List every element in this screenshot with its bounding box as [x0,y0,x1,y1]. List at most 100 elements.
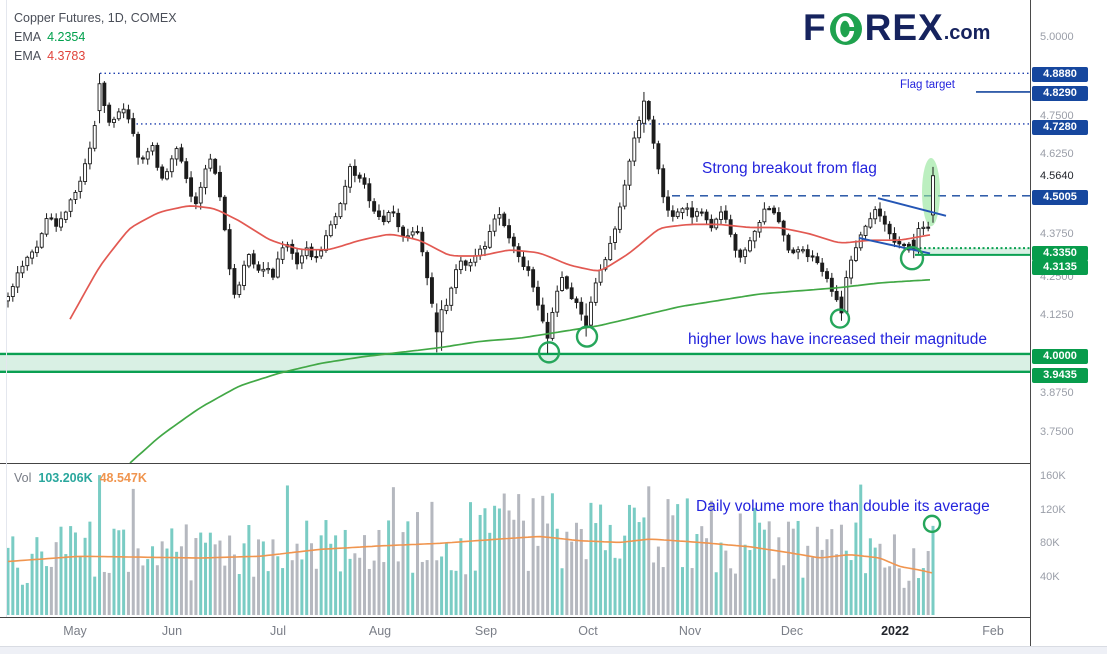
time-axis-label: 2022 [881,624,909,638]
symbol-legend[interactable]: Copper Futures, 1D, COMEX EMA 4.2354 EMA 4… [14,9,177,66]
candle-body [497,214,502,219]
volume-bar [213,544,217,615]
candle-body [805,249,810,258]
candle-body [116,111,121,120]
volume-bar [469,502,472,615]
candle-body [670,210,675,217]
volume-bar [11,536,15,615]
volume-bar [218,540,222,615]
volume-bar [791,528,795,615]
candle-body [309,246,314,258]
annotation-breakout[interactable]: Strong breakout from flag [702,160,877,177]
candle-body [719,211,723,220]
axis-tick-label: 3.7500 [1040,426,1074,438]
ema-line[interactable] [69,205,931,320]
volume-spike-circle[interactable] [922,514,942,534]
volume-bar [695,534,699,615]
volume-bar [517,494,521,615]
volume-bar [30,553,34,615]
volume-bar [512,519,516,615]
volume-bar [661,567,665,615]
ema-line[interactable] [129,278,931,464]
volume-bar [618,558,622,615]
volume-bar [358,557,362,615]
volume-bar [391,487,395,615]
candle-body [59,218,63,228]
annotation-higher-lows[interactable]: higher lows have increased their magnitu… [688,331,987,348]
higher-low-circle[interactable] [537,341,561,364]
candle-body [213,158,218,174]
candle-body [381,215,386,223]
volume-bar [131,488,135,615]
volume-bar [237,574,241,615]
candle-body [704,211,709,221]
price-level-badge: 4.3350 [1032,245,1088,261]
candle-body [126,109,131,120]
flag-trendline[interactable] [877,197,947,217]
symbol-title[interactable]: Copper Futures, 1D, COMEX [14,11,177,25]
higher-low-circle[interactable] [575,325,599,348]
candle-body [401,226,406,237]
candle-body [131,118,136,134]
volume-bar [917,578,921,615]
axis-tick-label: 80K [1040,537,1060,549]
higher-low-circle[interactable] [899,246,925,271]
volume-bar [724,550,728,615]
volume-bar [266,571,270,615]
candle-body [458,260,463,271]
price-axis[interactable]: 5.0000 4.7500 4.6250 4.5640 4.3750 4.2500 4.12… [1031,0,1107,646]
support-zone[interactable] [915,248,1032,255]
price-and-volume-chart[interactable] [0,0,1032,646]
volume-bar [493,505,497,615]
breakout-highlight-ellipse[interactable] [922,158,940,227]
flag-trendline[interactable] [858,237,931,255]
volume-bar [642,517,646,615]
candle-body [30,251,35,259]
candle-body [613,228,617,243]
candle-body [723,210,728,220]
annotation-volume-note[interactable]: Daily volume more than double its averag… [696,498,990,515]
volume-bar [526,570,530,615]
ema-fast-label: EMA [14,30,42,44]
volume-bar [565,531,569,615]
candle-body [492,218,497,232]
candle-body [454,269,458,289]
time-axis[interactable]: May Jun Jul Aug Sep Oct Nov Dec 2022 Feb [0,618,1030,646]
candle-body [362,177,367,185]
candle-body [762,208,767,223]
candle-body [738,249,743,258]
candle-body [675,211,680,218]
annotation-flag-target[interactable]: Flag target [900,79,955,91]
volume-bar [98,475,102,615]
candle-body [511,236,516,247]
support-zone[interactable] [0,353,1032,372]
axis-tick-label: 5.0000 [1040,31,1074,43]
volume-bar [314,568,318,615]
volume-bar [550,493,554,615]
time-axis-label: Jul [270,624,286,638]
candle-body [357,174,362,179]
volume-bar [637,522,641,615]
volume-ma-line[interactable] [7,535,933,574]
volume-bar [416,512,420,615]
volume-bar [6,547,10,615]
volume-ma-value: 48.547K [99,471,147,485]
candle-body [902,243,907,246]
volume-bar [902,587,906,615]
candle-body [921,226,926,229]
volume-bar [671,515,675,615]
volume-bar [348,558,352,615]
candle-body [791,249,796,254]
candle-body [251,253,256,265]
candle-body [68,199,73,212]
higher-low-circle[interactable] [829,308,851,329]
volume-bar [353,553,357,615]
volume-bar [281,568,285,615]
last-price-label: 4.5640 [1040,170,1074,182]
candle-body [352,165,357,176]
axis-tick-label: 4.7500 [1040,110,1074,122]
chart-pane[interactable]: Copper Futures, 1D, COMEX EMA 4.2354 EMA 4… [0,0,1032,646]
candle-body [439,309,444,333]
candle-body [246,254,251,267]
volume-bar [859,484,863,615]
